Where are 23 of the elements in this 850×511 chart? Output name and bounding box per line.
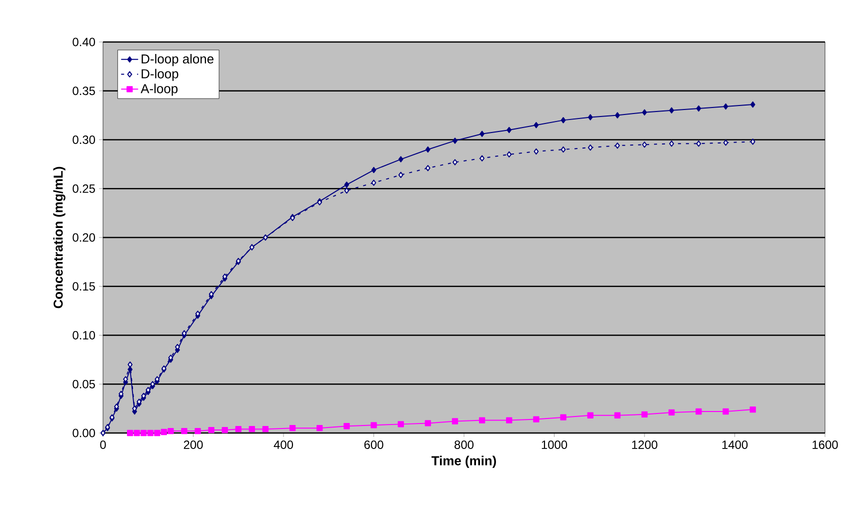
y-tick-label: 0.15	[72, 282, 95, 291]
x-tick-label: 200	[184, 440, 203, 449]
y-tick-label: 0.10	[72, 331, 96, 340]
y-axis-title: Concentration (mg/mL)	[53, 166, 66, 308]
y-tick-label: 0.25	[72, 184, 95, 193]
legend-label: D-loop	[142, 68, 178, 81]
y-tick-label: 0.40	[72, 38, 96, 46]
x-tick-label: 1000	[542, 440, 568, 449]
x-tick-label: 0	[100, 440, 106, 449]
y-tick-label: 0.05	[72, 380, 95, 388]
y-tick-label: 0.20	[72, 233, 96, 242]
x-tick-label: 600	[364, 440, 384, 449]
legend-label: A-loop	[140, 84, 178, 96]
x-tick-label: 1400	[722, 440, 748, 449]
x-tick-label: 1600	[812, 440, 838, 449]
y-tick-label: 0.35	[72, 86, 95, 96]
legend-label: D-loop alone	[142, 54, 214, 66]
y-tick-label: 0.30	[72, 136, 96, 144]
x-tick-label: 800	[454, 440, 474, 449]
x-tick-label: 400	[274, 440, 294, 449]
y-tick-label: 0.00	[72, 428, 96, 438]
x-axis-title: Time (min)	[432, 456, 496, 468]
x-tick-label: 1200	[632, 440, 658, 449]
